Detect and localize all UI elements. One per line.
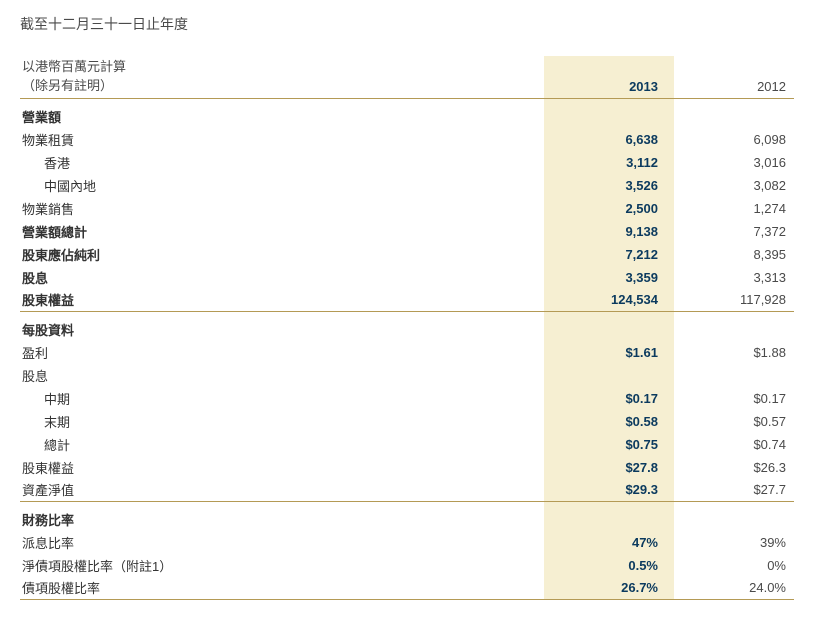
table-row: 債項股權比率 26.7% 24.0% <box>20 577 794 600</box>
cell-2012: 3,016 <box>674 151 794 174</box>
section-ratios-title: 財務比率 <box>20 508 544 531</box>
cell-2012: $0.74 <box>674 433 794 456</box>
row-label: 中期 <box>20 387 544 410</box>
row-label: 中國內地 <box>20 174 544 197</box>
year-2012-header: 2012 <box>674 56 794 99</box>
cell-2013: $29.3 <box>544 479 674 502</box>
cell-2013: 124,534 <box>544 289 674 312</box>
unit-note-line1: 以港幣百萬元計算 <box>22 56 544 75</box>
cell-2012: $1.88 <box>674 341 794 364</box>
cell-2013: $0.17 <box>544 387 674 410</box>
year-2013-header: 2013 <box>544 56 674 99</box>
cell-2013: 2,500 <box>544 197 674 220</box>
section-revenue: 營業額 <box>20 105 794 128</box>
section-ratios: 財務比率 <box>20 508 794 531</box>
row-label: 營業額總計 <box>20 220 544 243</box>
table-row: 總計 $0.75 $0.74 <box>20 433 794 456</box>
table-row: 中期 $0.17 $0.17 <box>20 387 794 410</box>
row-label: 總計 <box>20 433 544 456</box>
row-label: 債項股權比率 <box>20 577 544 600</box>
table-row: 股東應佔純利 7,212 8,395 <box>20 243 794 266</box>
cell-2012: 8,395 <box>674 243 794 266</box>
table-row: 資產淨值 $29.3 $27.7 <box>20 479 794 502</box>
cell-2012: $0.57 <box>674 410 794 433</box>
cell-2013: $0.58 <box>544 410 674 433</box>
cell-2012: 3,082 <box>674 174 794 197</box>
row-label: 物業租賃 <box>20 128 544 151</box>
financial-table: 以港幣百萬元計算 （除另有註明） 2013 2012 營業額 物業租賃 6,63… <box>20 56 794 600</box>
table-row: 香港 3,112 3,016 <box>20 151 794 174</box>
cell-2012: 0% <box>674 554 794 577</box>
row-label: 股息 <box>20 364 544 387</box>
section-per-share: 每股資料 <box>20 318 794 341</box>
cell-2013: 6,638 <box>544 128 674 151</box>
row-label: 盈利 <box>20 341 544 364</box>
table-row: 盈利 $1.61 $1.88 <box>20 341 794 364</box>
cell-2012: 1,274 <box>674 197 794 220</box>
table-row: 淨債項股權比率（附註1） 0.5% 0% <box>20 554 794 577</box>
cell-2012: 3,313 <box>674 266 794 289</box>
table-row: 中國內地 3,526 3,082 <box>20 174 794 197</box>
table-row: 末期 $0.58 $0.57 <box>20 410 794 433</box>
cell-2012: $27.7 <box>674 479 794 502</box>
section-revenue-title: 營業額 <box>20 105 544 128</box>
row-label: 派息比率 <box>20 531 544 554</box>
page-title: 截至十二月三十一日止年度 <box>20 14 794 34</box>
table-row: 股息 <box>20 364 794 387</box>
table-row: 派息比率 47% 39% <box>20 531 794 554</box>
table-row: 物業銷售 2,500 1,274 <box>20 197 794 220</box>
row-label: 股東應佔純利 <box>20 243 544 266</box>
cell-2012: 39% <box>674 531 794 554</box>
cell-2013: 9,138 <box>544 220 674 243</box>
table-row: 物業租賃 6,638 6,098 <box>20 128 794 151</box>
cell-2012: 6,098 <box>674 128 794 151</box>
table-row: 股東權益 $27.8 $26.3 <box>20 456 794 479</box>
row-label: 股東權益 <box>20 456 544 479</box>
cell-2013: $1.61 <box>544 341 674 364</box>
row-label: 物業銷售 <box>20 197 544 220</box>
cell-2012: 24.0% <box>674 577 794 600</box>
cell-2012: $26.3 <box>674 456 794 479</box>
cell-2013: $27.8 <box>544 456 674 479</box>
row-label: 股息 <box>20 266 544 289</box>
row-label: 股東權益 <box>20 289 544 312</box>
cell-2013: 3,112 <box>544 151 674 174</box>
unit-note-line2: （除另有註明） <box>22 75 544 94</box>
row-label: 資產淨值 <box>20 479 544 502</box>
row-label: 淨債項股權比率（附註1） <box>20 554 544 577</box>
cell-2013: 0.5% <box>544 554 674 577</box>
cell-2012: 7,372 <box>674 220 794 243</box>
cell-2013: 26.7% <box>544 577 674 600</box>
cell-2013: 7,212 <box>544 243 674 266</box>
cell-2013: $0.75 <box>544 433 674 456</box>
cell-2013: 3,526 <box>544 174 674 197</box>
table-row: 股東權益 124,534 117,928 <box>20 289 794 312</box>
table-row: 股息 3,359 3,313 <box>20 266 794 289</box>
table-row: 營業額總計 9,138 7,372 <box>20 220 794 243</box>
row-label: 香港 <box>20 151 544 174</box>
cell-2013: 47% <box>544 531 674 554</box>
cell-2012: $0.17 <box>674 387 794 410</box>
cell-2012: 117,928 <box>674 289 794 312</box>
row-label: 末期 <box>20 410 544 433</box>
cell-2013: 3,359 <box>544 266 674 289</box>
section-per-share-title: 每股資料 <box>20 318 544 341</box>
